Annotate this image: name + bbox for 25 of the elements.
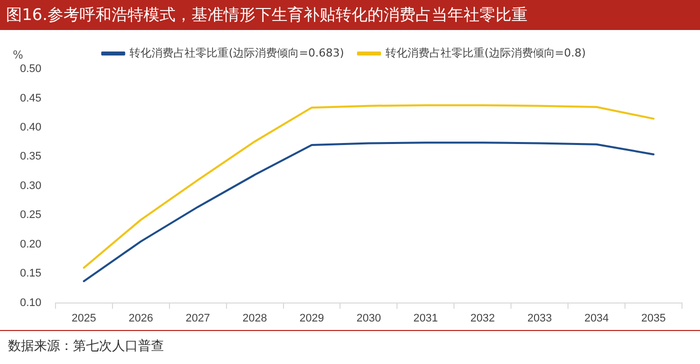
y-tick-label: 0.20: [20, 238, 42, 250]
y-tick-label: 0.35: [20, 150, 42, 163]
x-tick-label: 2029: [300, 312, 324, 324]
legend-label: 转化消费占社零比重(边际消费倾向=0.8): [386, 46, 586, 60]
x-tick-label: 2032: [470, 312, 495, 324]
x-tick-label: 2027: [186, 312, 210, 324]
x-tick-label: 2034: [584, 312, 609, 324]
chart-title: 图16.参考呼和浩特模式，基准情形下生育补贴转化的消费占当年社零比重: [0, 0, 700, 30]
y-tick-label: 0.30: [20, 180, 42, 192]
x-tick-label: 2028: [242, 312, 268, 324]
x-tick-label: 2033: [527, 312, 552, 324]
y-tick-label: 0.40: [20, 121, 42, 134]
x-tick-label: 2026: [128, 312, 154, 324]
y-axis-title: %: [12, 48, 24, 62]
y-tick-label: 0.45: [20, 92, 42, 104]
y-tick-label: 0.25: [20, 209, 42, 222]
y-tick-label: 0.50: [20, 63, 42, 76]
y-tick-label: 0.10: [20, 296, 42, 309]
x-tick-label: 2035: [641, 312, 666, 324]
legend-label: 转化消费占社零比重(边际消费倾向=0.683): [130, 46, 344, 60]
y-tick-label: 0.15: [20, 268, 42, 280]
x-tick-label: 2030: [356, 312, 381, 324]
source-note: 数据来源：第七次人口普查: [0, 330, 700, 361]
x-tick-label: 2025: [72, 312, 96, 324]
x-tick-label: 2031: [413, 312, 438, 324]
